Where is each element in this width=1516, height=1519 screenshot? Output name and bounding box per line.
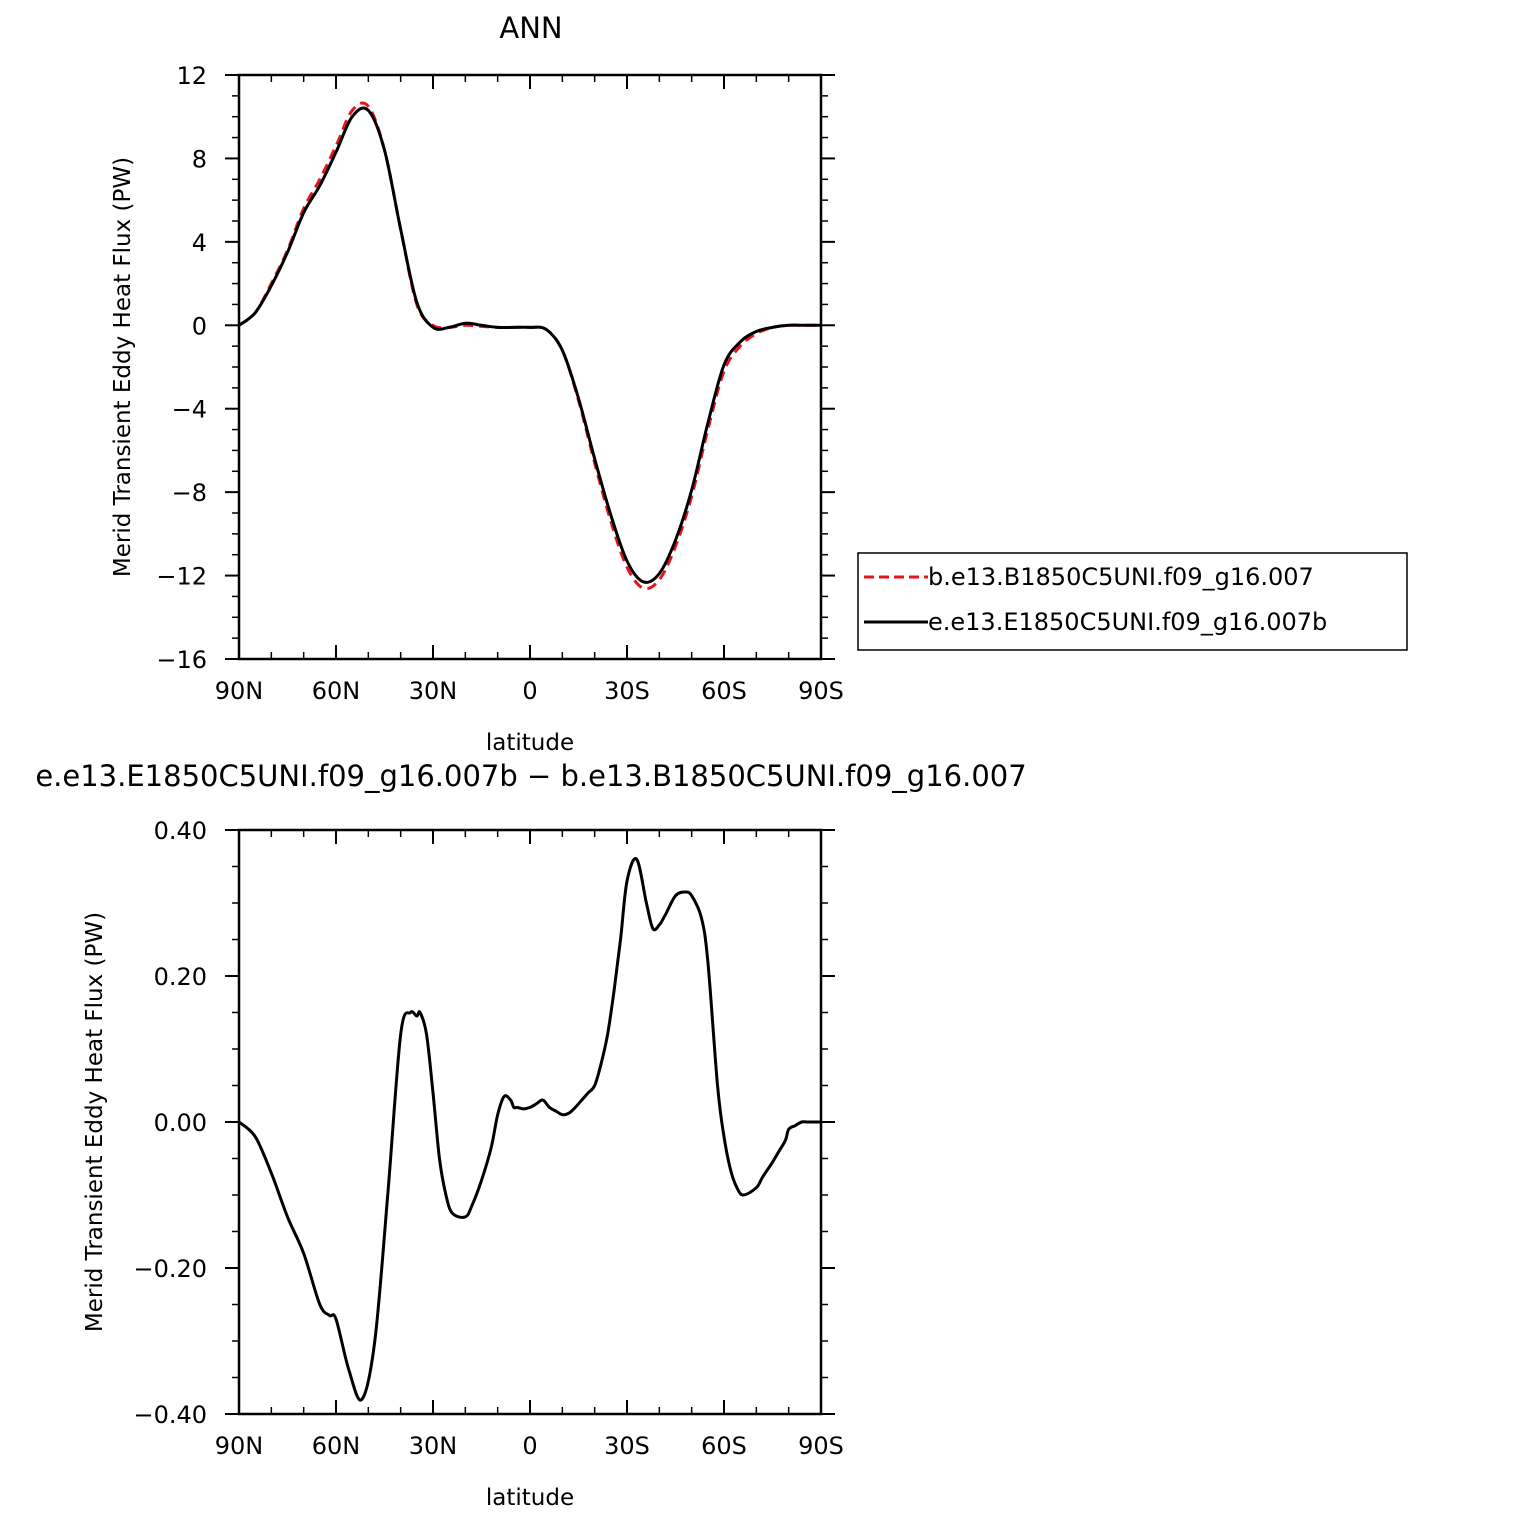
x-tick-label-top: 90N — [215, 677, 264, 705]
x-axis-title-top: latitude — [486, 730, 574, 756]
x-tick-label-bottom: 60N — [312, 1432, 361, 1460]
x-tick-label-bottom: 90S — [798, 1432, 844, 1460]
y-tick-label-top: −4 — [172, 396, 207, 424]
x-tick-label-bottom: 30N — [409, 1432, 458, 1460]
y-tick-label-bottom: −0.40 — [133, 1401, 207, 1429]
tick-group-top — [225, 74, 835, 660]
y-tick-label-top: −12 — [156, 563, 207, 591]
y-tick-label-top: −8 — [172, 479, 207, 507]
x-tick-label-top: 60N — [312, 677, 361, 705]
chart-title-top: ANN — [499, 11, 562, 45]
y-tick-label-bottom: 0.20 — [154, 963, 207, 991]
y-tick-label-bottom: −0.20 — [133, 1255, 207, 1283]
tick-label-group-bottom: 90N 60N 30N 0 30S 60S 90S 0.40 0.20 0.00 −0.20 −0.4… — [133, 817, 843, 1460]
plot-frame-top — [237, 73, 823, 661]
y-tick-label-top: 8 — [192, 145, 207, 173]
y-tick-label-top: −16 — [156, 646, 207, 674]
legend-label-series-2: e.e13.E1850C5UNI.f09_g16.007b — [928, 608, 1327, 636]
x-tick-label-top: 30S — [604, 677, 650, 705]
chart-panel-bottom: e.e13.E1850C5UNI.f09_g16.007b − b.e13.B1… — [35, 759, 1026, 1511]
y-tick-label-top: 0 — [192, 312, 207, 340]
series-group-bottom — [237, 857, 823, 1402]
x-tick-label-bottom: 60S — [701, 1432, 747, 1460]
x-axis-title-bottom: latitude — [486, 1485, 574, 1511]
x-tick-label-bottom: 0 — [522, 1432, 537, 1460]
series-line-top-2 — [237, 106, 823, 584]
x-tick-label-top: 90S — [798, 677, 844, 705]
y-tick-label-top: 12 — [176, 62, 207, 90]
y-axis-title-top: Merid Transient Eddy Heat Flux (PW) — [110, 157, 136, 577]
legend-box — [857, 552, 1408, 651]
x-tick-label-top: 0 — [522, 677, 537, 705]
series-line-bottom-1 — [237, 857, 823, 1402]
x-tick-label-bottom: 30S — [604, 1432, 650, 1460]
chart-panel-top: ANN 90N 60N 30N 0 30S 60S 90S 12 8 4 0 −4 −8 −12 −16 l… — [110, 11, 1408, 756]
y-axis-title-bottom: Merid Transient Eddy Heat Flux (PW) — [82, 912, 108, 1332]
legend-label-series-1: b.e13.B1850C5UNI.f09_g16.007 — [928, 563, 1314, 591]
x-tick-label-bottom: 90N — [215, 1432, 264, 1460]
legend: b.e13.B1850C5UNI.f09_g16.007 e.e13.E1850… — [857, 552, 1408, 651]
chart-title-bottom: e.e13.E1850C5UNI.f09_g16.007b − b.e13.B1… — [35, 759, 1026, 793]
x-tick-label-top: 30N — [409, 677, 458, 705]
y-tick-label-bottom: 0.40 — [154, 817, 207, 845]
series-group-top — [237, 101, 823, 591]
y-tick-label-bottom: 0.00 — [154, 1109, 207, 1137]
plot-frame-bottom — [237, 828, 823, 1416]
y-tick-label-top: 4 — [192, 229, 207, 257]
x-tick-label-top: 60S — [701, 677, 747, 705]
tick-label-group-top: 90N 60N 30N 0 30S 60S 90S 12 8 4 0 −4 −8 −12 −16 — [156, 62, 844, 705]
tick-group-bottom — [225, 829, 835, 1415]
